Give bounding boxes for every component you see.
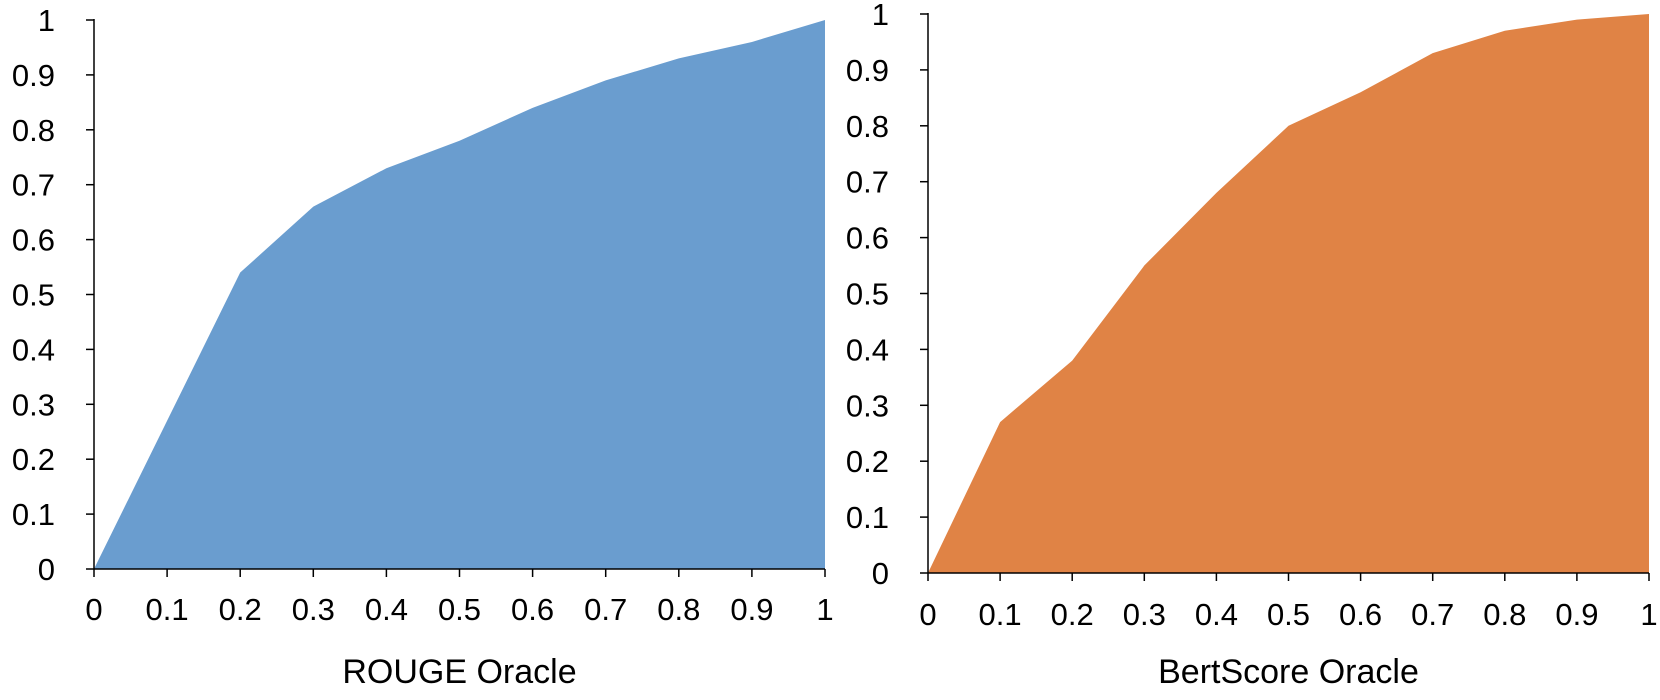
bertscore-y-tick-label: 0.9: [846, 53, 889, 88]
bertscore-y-tick-label: 0.6: [846, 221, 889, 256]
rouge-y-tick-label: 0.4: [12, 332, 55, 367]
rouge-y-tick-label: 1: [38, 3, 55, 38]
rouge-y-tick-label: 0.3: [12, 387, 55, 422]
rouge-oracle-chart: 0 0.1 0.2 0.3 0.4 0.5 0.6 0.7 0.8 0.9 1 0 0.1 0.2 0.3 0…: [12, 3, 834, 691]
bertscore-y-tick-label: 0.5: [846, 277, 889, 312]
bertscore-y-tick-label: 0.8: [846, 109, 889, 144]
rouge-y-tick-label: 0: [38, 552, 55, 587]
bertscore-x-tick-label: 1: [1640, 597, 1657, 632]
bertscore-x-tick-label: 0.5: [1267, 597, 1310, 632]
bertscore-x-tick-label: 0.4: [1195, 597, 1238, 632]
bertscore-oracle-chart: 0 0.1 0.2 0.3 0.4 0.5 0.6 0.7 0.8 0.9 1 0 0.1 0.2 0.3 0…: [846, 0, 1658, 691]
bertscore-y-tick-label: 0.7: [846, 165, 889, 200]
rouge-y-tick-label: 0.1: [12, 497, 55, 532]
bertscore-x-tick-label: 0.1: [979, 597, 1022, 632]
bertscore-y-tick-label: 1: [872, 0, 889, 32]
bertscore-x-tick-label: 0: [919, 597, 936, 632]
rouge-x-tick-label: 0.6: [511, 592, 554, 627]
bertscore-x-tick-label: 0.9: [1555, 597, 1598, 632]
rouge-y-tick-label: 0.9: [12, 58, 55, 93]
bertscore-x-axis-title: BertScore Oracle: [1158, 653, 1419, 691]
rouge-x-axis-title: ROUGE Oracle: [342, 653, 576, 691]
rouge-x-tick-label: 0.5: [438, 592, 481, 627]
rouge-x-tick-label: 0.8: [657, 592, 700, 627]
rouge-area-series: [94, 20, 825, 569]
rouge-y-tick-label: 0.8: [12, 113, 55, 148]
rouge-x-tick-label: 0.2: [219, 592, 262, 627]
bertscore-y-tick-label: 0.4: [846, 332, 889, 367]
rouge-x-tick-label: 0: [85, 592, 102, 627]
rouge-y-tick-label: 0.7: [12, 168, 55, 203]
rouge-x-tick-label: 1: [816, 592, 833, 627]
bertscore-y-tick-label: 0: [872, 556, 889, 591]
rouge-x-tick-label: 0.4: [365, 592, 408, 627]
bertscore-x-tick-label: 0.8: [1483, 597, 1526, 632]
bertscore-y-tick-label: 0.2: [846, 444, 889, 479]
rouge-x-tick-label: 0.3: [292, 592, 335, 627]
rouge-y-tick-label: 0.6: [12, 223, 55, 258]
bertscore-x-tick-label: 0.2: [1051, 597, 1094, 632]
rouge-x-tick-label: 0.9: [730, 592, 773, 627]
bertscore-x-tick-label: 0.7: [1411, 597, 1454, 632]
bertscore-area-series: [928, 14, 1649, 573]
bertscore-y-tick-label: 0.1: [846, 500, 889, 535]
bertscore-y-tick-label: 0.3: [846, 388, 889, 423]
rouge-y-tick-label: 0.5: [12, 278, 55, 313]
rouge-x-tick-label: 0.1: [146, 592, 189, 627]
rouge-x-tick-label: 0.7: [584, 592, 627, 627]
bertscore-x-tick-label: 0.6: [1339, 597, 1382, 632]
bertscore-x-tick-label: 0.3: [1123, 597, 1166, 632]
rouge-y-tick-label: 0.2: [12, 442, 55, 477]
